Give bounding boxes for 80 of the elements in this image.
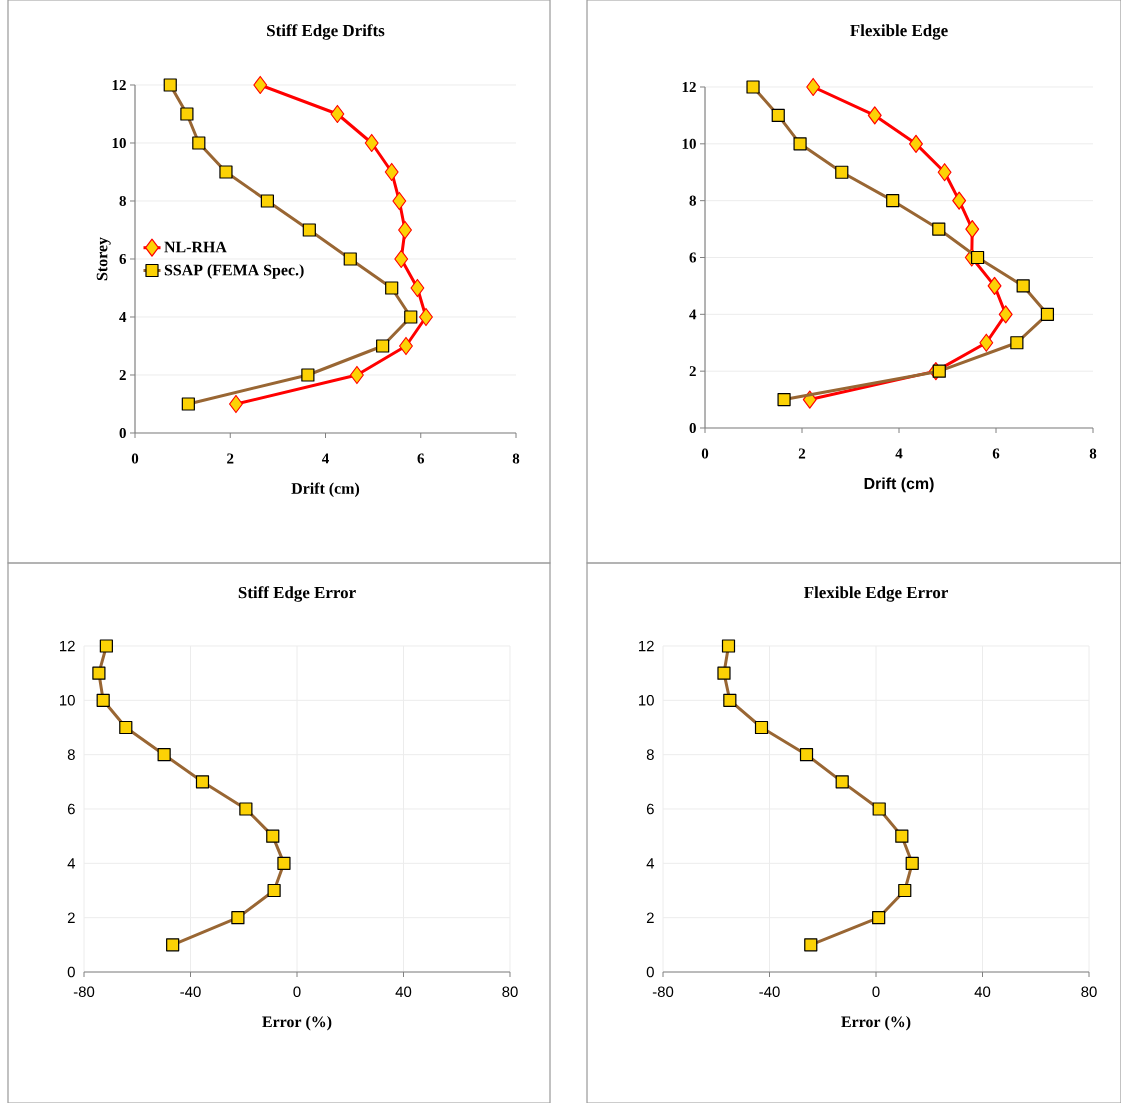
y-tick-label: 0 [646,966,654,978]
point [806,77,821,97]
x-axis-title: Error (%) [262,1015,332,1031]
point [384,162,399,182]
x-tick-label: -40 [180,986,201,998]
x-tick-label: 0 [701,448,709,459]
y-tick-label: 4 [689,309,697,320]
y-tick-label: 8 [646,749,654,760]
y-tick-label: 6 [119,253,127,264]
point [410,278,425,298]
y-tick-label: 2 [119,370,126,380]
point [399,336,413,356]
x-tick-label: 0 [872,986,880,998]
point [398,220,413,240]
point [330,104,345,124]
y-tick-label: 12 [60,640,75,652]
point [965,219,980,239]
chart-title: Flexible Edge [850,24,948,40]
x-tick-label: -80 [652,986,674,998]
x-tick-label: 2 [227,453,234,464]
chart-title: Stiff Edge Error [238,586,356,602]
y-tick-label: 6 [67,803,75,815]
x-tick-label: 4 [321,453,329,464]
x-tick-label: 6 [417,453,425,464]
x-tick-label: 40 [974,986,991,998]
y-tick-label: 0 [119,427,126,439]
x-tick-label: 80 [1081,986,1097,998]
y-tick-label: 2 [646,912,654,923]
x-tick-label: 4 [895,448,903,459]
y-tick-label: 10 [112,137,126,149]
y-tick-label: 8 [689,195,696,206]
point [364,133,379,153]
point [392,191,407,211]
y-tick-label: 10 [682,138,696,149]
y-tick-label: 10 [639,695,654,706]
point [419,307,433,327]
y-tick-label: 4 [119,312,127,322]
point [952,191,967,210]
point [867,106,882,125]
point [987,276,1002,296]
y-tick-label: 4 [646,858,655,869]
y-tick-label: 12 [639,640,654,652]
x-tick-label: 8 [512,453,520,464]
chart-title: Stiff Edge Drifts [267,24,385,40]
x-axis-title: Drift (cm) [864,477,934,493]
y-tick-label: 6 [646,803,654,815]
y-tick-label: 12 [682,82,696,92]
x-tick-label: 6 [992,448,1000,459]
y-tick-label: 8 [67,749,75,760]
point [998,305,1013,324]
x-axis-title: Drift (cm) [291,482,360,498]
y-tick-label: 2 [67,912,75,923]
y-tick-label: 0 [689,422,696,434]
y-axis-title: Storey [96,237,111,281]
point [909,134,923,153]
point [394,249,409,269]
y-tick-label: 8 [119,195,126,207]
y-tick-label: 12 [112,80,126,90]
x-tick-label: 8 [1089,448,1097,459]
y-tick-label: 10 [60,695,75,706]
legend-label: SSAP (FEMA Spec.) [164,264,304,279]
y-tick-label: 2 [689,366,696,377]
legend-label: NL-RHA [164,241,227,253]
point [253,75,268,95]
x-tick-label: -40 [759,986,780,998]
y-tick-label: 0 [67,966,75,978]
point [979,333,994,352]
x-axis-title: Error (%) [841,1015,911,1031]
x-tick-label: 0 [131,453,139,464]
x-tick-label: 80 [502,986,518,998]
y-tick-label: 4 [67,858,76,869]
point [228,394,243,414]
x-tick-label: -80 [73,986,95,998]
x-tick-label: 0 [293,986,301,998]
x-tick-label: 2 [798,448,806,459]
x-tick-label: 40 [395,986,412,998]
chart-title: Flexible Edge Error [804,586,948,602]
point [937,163,952,182]
y-tick-label: 6 [689,252,697,263]
point [349,365,364,385]
